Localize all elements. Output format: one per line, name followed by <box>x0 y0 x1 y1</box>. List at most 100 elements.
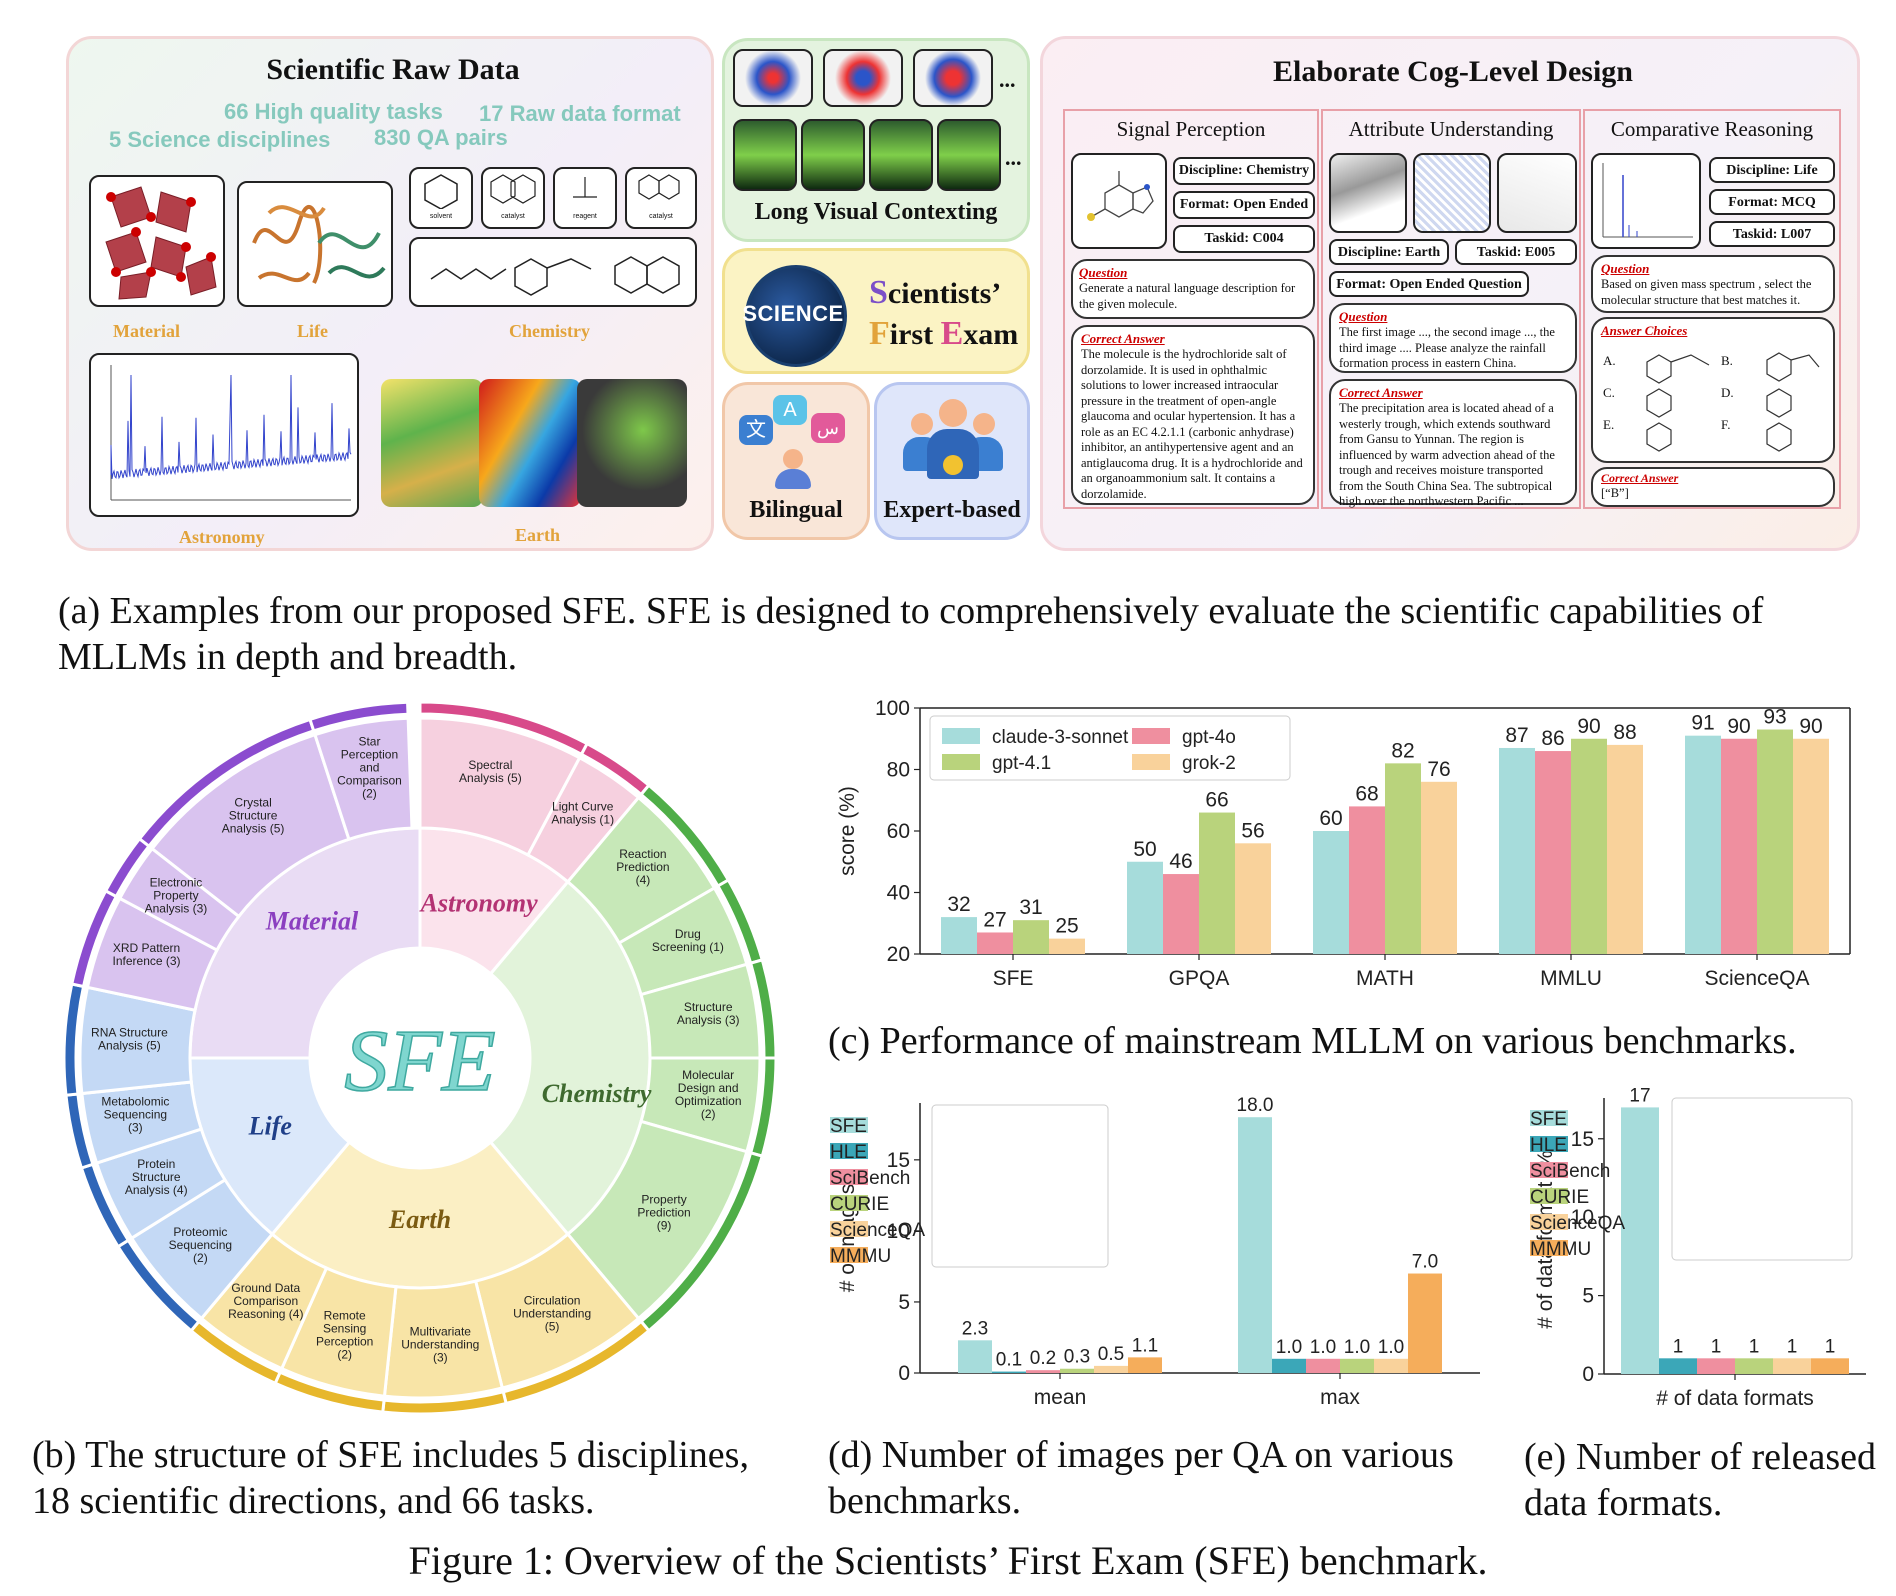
discipline-label-earth: Earth <box>388 1205 451 1234</box>
bar-gpt-4-1-math <box>1385 763 1421 954</box>
task-label-13: Proteomic Sequencing (2) <box>169 1225 232 1265</box>
bar-value-label: 1.1 <box>1132 1335 1158 1356</box>
chem-label-catalyst-2: catalyst <box>649 213 673 220</box>
task-label-0: Crystal Structure Analysis (5) <box>222 796 285 836</box>
choice-c: C. <box>1603 385 1615 400</box>
x-tick-label: SFE <box>993 967 1034 990</box>
bar-value-label: 17 <box>1629 1085 1650 1106</box>
bar-value-label: 1 <box>1787 1336 1798 1357</box>
label-earth: Earth <box>515 525 560 545</box>
comparative-question-label: Question <box>1601 261 1650 276</box>
discipline-label-chemistry: Chemistry <box>542 1079 652 1108</box>
bar-value-label: 56 <box>1241 819 1264 842</box>
attribute-question-label: Question <box>1339 309 1388 324</box>
bilingual-label: Bilingual <box>749 497 843 523</box>
comparative-question-text: Based on given mass spectrum , select th… <box>1601 277 1812 307</box>
bar-value-label: 1.0 <box>1310 1337 1336 1358</box>
spectrum-plot-icon <box>110 365 352 501</box>
discipline-label-life: Life <box>248 1111 292 1140</box>
bar-grok-2-mmlu <box>1607 744 1643 954</box>
bar-value-label: 1 <box>1673 1336 1684 1357</box>
legend-swatch <box>1132 754 1170 770</box>
comparative-tag-taskid: Taskid: L007 <box>1709 221 1835 247</box>
legend-swatch <box>1530 1188 1568 1204</box>
legend-label-scibench: SciBench <box>830 1168 910 1189</box>
bar-hle-mean <box>992 1371 1026 1373</box>
bar-value-label: 1.0 <box>1344 1337 1370 1358</box>
weather-thumb-4 <box>937 119 1001 191</box>
bar-value-label: 31 <box>1019 896 1042 919</box>
task-label-6: Structure Analysis (3) <box>677 1000 740 1027</box>
weather-map-1 <box>1329 153 1407 233</box>
task-segment-1 <box>313 716 414 842</box>
task-label-4: Reaction Prediction (4) <box>616 847 669 887</box>
sfe-structure-wheel: Crystal Structure Analysis (5) Star Percepti… <box>62 700 778 1416</box>
long-visual-label: Long Visual Contexting <box>754 199 998 225</box>
comparative-title: Comparative Reasoning <box>1610 117 1814 141</box>
stat-formats: 17 Raw data format <box>479 101 681 126</box>
raw-data-title: Scientific Raw Data <box>266 53 520 86</box>
bar-scibench--of-data-formats <box>1697 1358 1735 1374</box>
bar-curie-mean <box>1060 1368 1094 1373</box>
signal-answer-label: Correct Answer <box>1081 331 1165 346</box>
legend-label-sfe: SFE <box>830 1116 867 1137</box>
legend-label-hle: HLE <box>1530 1135 1567 1156</box>
comparative-question-box: Question Based on given mass spectrum , … <box>1591 255 1835 313</box>
chem-image-2: catalyst <box>481 167 545 229</box>
chem-image-1: solvent <box>409 167 473 229</box>
caption-d: (d) Number of images per QA on various b… <box>828 1434 1454 1522</box>
earth-image-1 <box>381 379 483 507</box>
attribute-title: Attribute Understanding <box>1348 117 1554 141</box>
task-label-15: Metabolomic Sequencing (3) <box>101 1095 169 1135</box>
caption-b: (b) The structure of SFE includes 5 disc… <box>32 1434 749 1522</box>
legend-label-mmmu: MMMU <box>830 1246 891 1267</box>
person-icon <box>773 449 813 489</box>
bar-scienceqa-max <box>1374 1358 1408 1373</box>
legend-swatch <box>1132 728 1170 744</box>
attribute-answer-box: Correct Answer The precipitation area is… <box>1329 379 1577 508</box>
bar-gpt-4-1-scienceqa <box>1757 729 1793 954</box>
legend-swatch <box>1530 1162 1568 1178</box>
y-tick-label: 100 <box>875 697 910 720</box>
bar-hle-max <box>1272 1358 1306 1373</box>
letter-e: E <box>940 315 964 352</box>
bar-value-label: 1 <box>1711 1336 1722 1357</box>
choice-f: F. <box>1721 417 1731 432</box>
bar-value-label: 1 <box>1749 1336 1760 1357</box>
signal-answer-text: The molecule is the hydrochloride salt o… <box>1081 347 1303 501</box>
bar-claude-3-sonnet-mmlu <box>1499 747 1535 954</box>
bilingual-panel: 文 A س Bilingual <box>722 382 870 540</box>
signal-question-box: Question Generate a natural language des… <box>1071 259 1315 319</box>
comparative-choices-label: Answer Choices <box>1601 323 1688 338</box>
chem-image-4: catalyst <box>625 167 697 229</box>
legend-label-hle: HLE <box>830 1142 867 1163</box>
caption-c: (c) Performance of mainstream MLLM on va… <box>828 1020 1797 1062</box>
y-tick-label: 15 <box>887 1149 910 1172</box>
legend-label-gpt-4o: gpt-4o <box>1182 727 1236 748</box>
chem-image-5 <box>409 237 697 307</box>
bar-gpt-4o-scienceqa <box>1721 738 1757 954</box>
expert-label: Expert-based <box>883 497 1021 523</box>
bar-gpt-4o-mmlu <box>1535 751 1571 954</box>
letter-f: F <box>869 315 890 352</box>
legend-swatch <box>830 1117 868 1133</box>
legend-swatch <box>830 1143 868 1159</box>
label-astronomy: Astronomy <box>179 527 265 547</box>
signal-answer-box: Correct Answer The molecule is the hydro… <box>1071 325 1315 505</box>
bar-value-label: 90 <box>1727 715 1750 738</box>
signal-title: Signal Perception <box>1116 117 1266 141</box>
choice-a: A. <box>1603 353 1616 368</box>
task-label-18: Electronic Property Analysis (3) <box>145 876 208 916</box>
comparative-answer-text: [“B”] <box>1601 486 1629 500</box>
bar-gpt-4o-sfe <box>977 932 1013 954</box>
mass-spectrum-image <box>1591 153 1701 249</box>
bar-value-label: 7.0 <box>1412 1252 1438 1273</box>
task-label-12: Ground Data Comparison Reasoning (4) <box>228 1281 303 1321</box>
bar-value-label: 86 <box>1541 727 1564 750</box>
signal-tag-discipline: Discipline: Chemistry <box>1173 157 1315 185</box>
bar-claude-3-sonnet-math <box>1313 831 1349 954</box>
bar-value-label: 90 <box>1799 715 1822 738</box>
caption-e: (e) Number of released data formats. <box>1524 1436 1876 1524</box>
task-label-14: Protein Structure Analysis (4) <box>125 1157 188 1197</box>
